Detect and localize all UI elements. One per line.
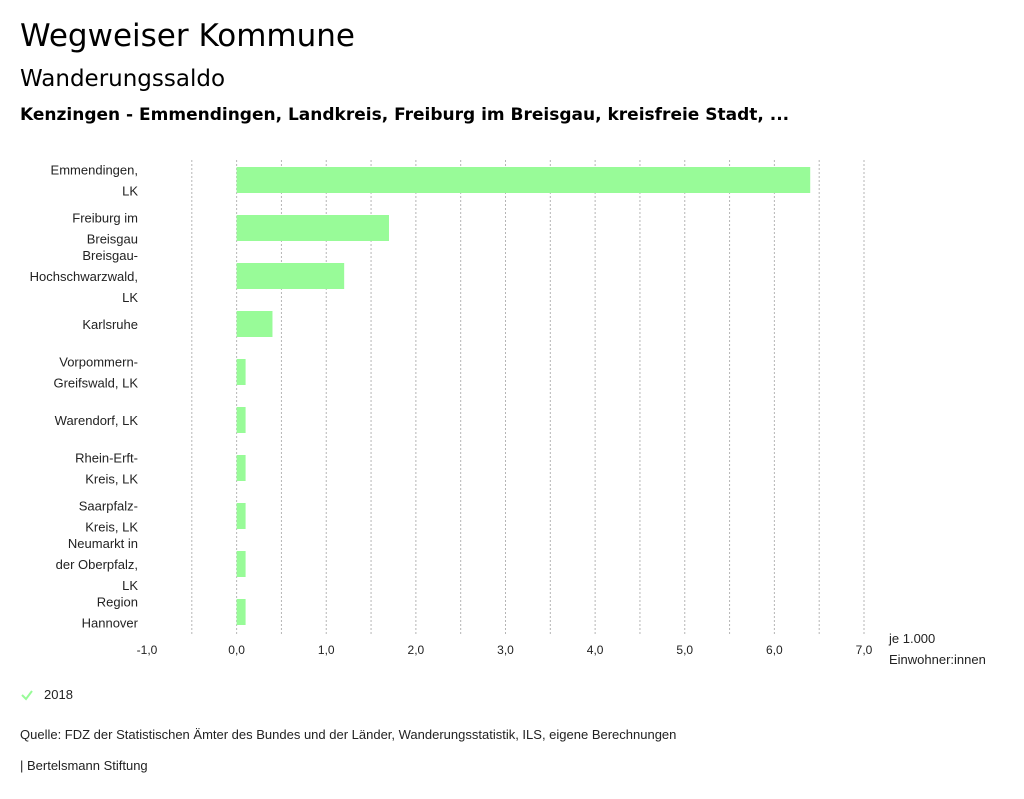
category-label: Warendorf, LK [55, 413, 139, 428]
bar-chart: Emmendingen, LK Freiburg im BreisgauBreisga… [30, 160, 986, 667]
region-subtitle: Kenzingen - Emmendingen, Landkreis, Frei… [20, 105, 790, 125]
x-tick-label: 0,0 [228, 643, 245, 657]
category-label: Neumarkt in der Oberpfalz, LK [56, 536, 139, 593]
x-tick-label: 4,0 [587, 643, 604, 657]
credit-note: | Bertelsmann Stiftung [20, 758, 148, 773]
x-tick-label: 1,0 [318, 643, 335, 657]
legend[interactable]: 2018 [20, 687, 73, 702]
category-label: Breisgau-Hochschwarzwald, LK [30, 248, 139, 305]
source-note: Quelle: FDZ der Statistischen Ämter des … [20, 727, 677, 742]
bar[interactable] [236, 455, 246, 481]
bar[interactable] [236, 263, 345, 289]
x-tick-label: 7,0 [856, 643, 873, 657]
x-tick-label: 2,0 [408, 643, 425, 657]
x-axis-unit-label: je 1.000 Einwohner:innen [888, 631, 986, 667]
bar[interactable] [236, 503, 246, 529]
x-tick-label: 3,0 [497, 643, 514, 657]
chart-title: Wegweiser Kommune [20, 18, 355, 54]
category-label: Karlsruhe [82, 317, 138, 332]
bar[interactable] [236, 359, 246, 385]
bar[interactable] [236, 599, 246, 625]
checkmark-icon [21, 689, 33, 701]
x-tick-label: 6,0 [766, 643, 783, 657]
x-tick-label: 5,0 [676, 643, 693, 657]
bar[interactable] [236, 407, 246, 433]
category-label: Rhein-Erft-Kreis, LK [75, 451, 138, 487]
category-label: Freiburg im Breisgau [72, 211, 138, 247]
category-label: Region Hannover [82, 595, 139, 631]
legend-label: 2018 [44, 687, 73, 702]
bar[interactable] [236, 215, 389, 241]
bar[interactable] [236, 551, 246, 577]
category-label: Emmendingen, LK [51, 163, 139, 199]
x-tick-label: -1,0 [137, 643, 158, 657]
bar[interactable] [236, 167, 811, 193]
chart-subtitle: Wanderungssaldo [20, 66, 226, 92]
category-label: Vorpommern-Greifswald, LK [53, 355, 138, 391]
bar[interactable] [236, 311, 273, 337]
category-label: Saarpfalz-Kreis, LK [79, 499, 139, 535]
